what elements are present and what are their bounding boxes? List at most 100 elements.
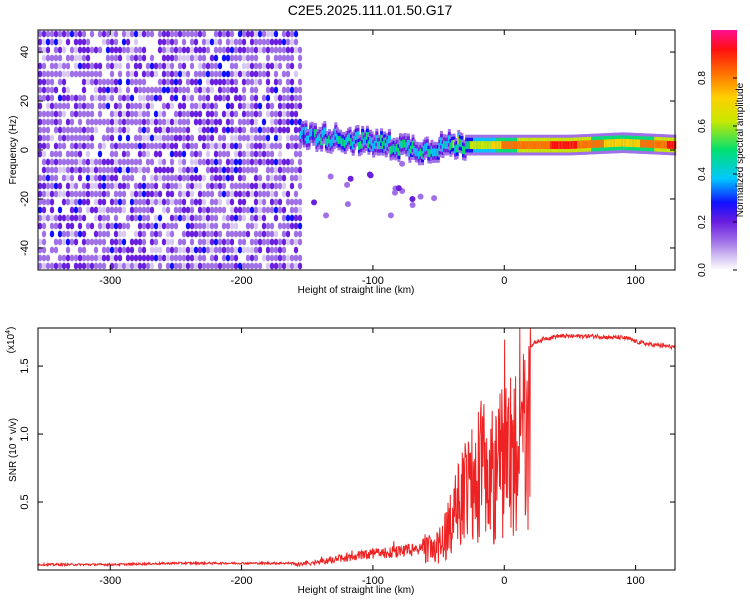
track-cell: [477, 141, 481, 150]
y-tick-label: 0: [19, 147, 31, 153]
noise-cell: [253, 150, 259, 158]
noise-cell: [209, 198, 215, 206]
noise-cell: [97, 86, 103, 94]
track-cell: [592, 140, 596, 148]
noise-cell: [85, 222, 91, 230]
noise-cell: [197, 110, 203, 118]
noise-cell: [105, 222, 111, 230]
noise-cell: [141, 86, 147, 94]
noise-cell: [189, 262, 195, 270]
noise-cell: [37, 62, 43, 70]
noise-cell: [213, 118, 219, 126]
track-cell: [610, 139, 614, 148]
noise-cell: [217, 230, 223, 238]
track-cell: [668, 140, 672, 149]
noise-cell: [49, 118, 55, 126]
noise-cell: [269, 190, 275, 198]
noise-cell: [125, 46, 131, 54]
noise-cell: [41, 126, 47, 134]
noise-cell: [97, 174, 103, 182]
noise-cell: [261, 94, 267, 102]
noise-cell: [209, 110, 215, 118]
noise-cell: [145, 150, 151, 158]
noise-cell: [209, 102, 215, 110]
noise-cell: [89, 142, 95, 150]
noise-cell: [169, 126, 175, 134]
noise-cell: [61, 78, 67, 86]
noise-cell: [289, 134, 295, 142]
noise-cell: [201, 46, 207, 54]
track-cell: [329, 139, 333, 148]
noise-cell: [277, 150, 283, 158]
noise-cell: [37, 214, 43, 222]
noise-cell: [253, 78, 259, 86]
noise-cell: [93, 70, 99, 78]
noise-cell: [137, 230, 143, 238]
noise-cell: [181, 30, 187, 38]
noise-cell: [73, 126, 79, 134]
noise-cell: [205, 118, 211, 126]
noise-cell: [69, 94, 75, 102]
noise-cell: [121, 222, 127, 230]
noise-cell: [189, 230, 195, 238]
noise-cell: [109, 158, 115, 166]
noise-cell: [265, 126, 271, 134]
noise-cell: [141, 102, 147, 110]
noise-cell: [49, 30, 55, 38]
noise-cell: [293, 174, 299, 182]
noise-cell: [193, 230, 199, 238]
noise-cell: [145, 206, 151, 214]
track-cell: [392, 144, 396, 153]
noise-cell: [201, 54, 207, 62]
noise-cell: [113, 46, 119, 54]
noise-cell: [161, 126, 167, 134]
noise-cell: [277, 94, 283, 102]
noise-cell: [237, 190, 243, 198]
noise-cell: [181, 46, 187, 54]
noise-cell: [205, 78, 211, 86]
noise-cell: [177, 110, 183, 118]
noise-cell: [241, 214, 247, 222]
noise-cell: [165, 70, 171, 78]
noise-cell: [253, 182, 259, 190]
noise-cell: [85, 46, 91, 54]
noise-cell: [197, 54, 203, 62]
track-cell: [309, 128, 313, 137]
noise-cell: [121, 246, 127, 254]
noise-cell: [209, 126, 215, 134]
track-cell: [387, 135, 391, 144]
noise-cell: [249, 54, 255, 62]
noise-cell: [117, 126, 123, 134]
noise-cell: [125, 134, 131, 142]
noise-cell: [41, 70, 47, 78]
noise-cell: [185, 142, 191, 150]
noise-cell: [241, 118, 247, 126]
noise-cell: [197, 30, 203, 38]
track-cell: [354, 132, 358, 141]
noise-cell: [205, 62, 211, 70]
noise-cell: [273, 134, 279, 142]
noise-cell: [73, 238, 79, 246]
noise-cell: [181, 134, 187, 142]
noise-cell: [225, 78, 231, 86]
noise-cell: [161, 30, 167, 38]
noise-cell: [213, 262, 219, 270]
noise-cell: [109, 254, 115, 262]
noise-cell: [253, 190, 259, 198]
noise-cell: [69, 150, 75, 158]
noise-cell: [165, 38, 171, 46]
track-cell: [521, 141, 525, 150]
noise-cell: [137, 102, 143, 110]
noise-cell: [165, 206, 171, 214]
noise-cell: [241, 94, 247, 102]
noise-cell: [101, 254, 107, 262]
noise-cell: [113, 110, 119, 118]
noise-cell: [161, 78, 167, 86]
noise-cell: [177, 70, 183, 78]
noise-cell: [109, 198, 115, 206]
noise-cell: [233, 110, 239, 118]
noise-cell: [185, 78, 191, 86]
noise-cell: [45, 38, 51, 46]
noise-cell: [37, 254, 43, 262]
